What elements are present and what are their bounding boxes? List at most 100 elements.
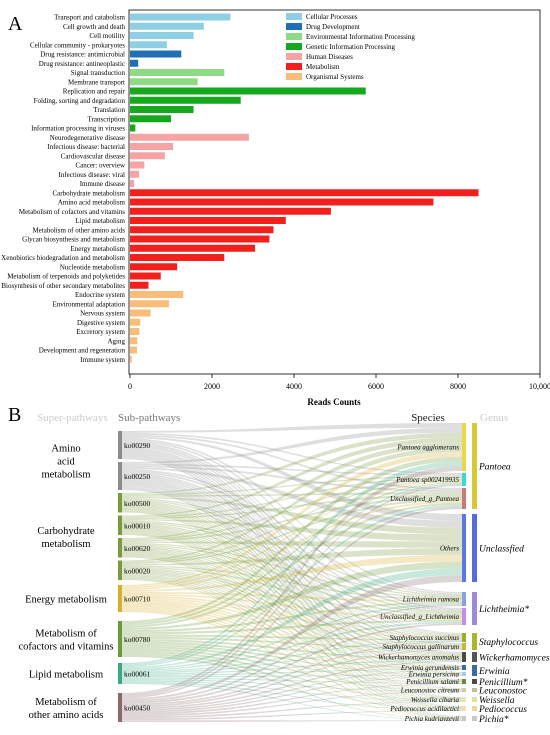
x-tick-label: 2000 <box>204 382 220 391</box>
flow-ko00010-erwinia-persicina <box>122 527 462 674</box>
flow-ko00710-weissella-cibaria <box>122 606 462 701</box>
flow-ko00290-pichia-kudriavzevii <box>122 457 462 717</box>
bar-translation <box>130 106 194 113</box>
flow-ko00500-erwinia-persicina <box>122 505 462 674</box>
flow-ko00010-pantoea-agglomerans <box>122 437 462 517</box>
flow-ko00710-penicillium-salami <box>122 603 462 683</box>
flow-ko00010-leuconostoc-citreum <box>122 530 462 690</box>
subpathway-node-ko00061 <box>118 663 122 684</box>
flow-ko00710-pediococcus-acidilactici <box>122 608 462 710</box>
species-node-pantoea-agglomerans <box>462 423 466 471</box>
flow-ko00620-staphylococcus-gallinarum <box>122 546 462 647</box>
flow-ko00620-erwinia-gerundensis <box>122 548 462 668</box>
x-axis: 0 2000 4000 6000 8000 10,000 <box>128 374 550 391</box>
flow-ko00780-lichtheimia-ramosa <box>122 601 462 633</box>
bar-immune-disease <box>130 180 135 187</box>
species-node-erwinia-gerundensis <box>462 665 466 670</box>
subpathway-node-ko00780 <box>118 621 122 657</box>
species-node-leuconostoc-citreum <box>462 688 466 692</box>
genus-label-penicillium: Penicillium* <box>478 678 528 688</box>
species-label-pantoea-sp002419935: Pantoea sp002419935 <box>395 476 459 484</box>
col-header-genus: Genus <box>480 412 508 424</box>
flow-ko00020-leuconostoc-citreum <box>122 575 462 691</box>
flow-ko00450-staphylococcus-succinus <box>122 641 462 706</box>
flow-ko00500-erwinia-gerundensis <box>122 503 462 667</box>
genus-label-pantoea: Pantoea <box>478 463 511 473</box>
flow-ko00620-pantoea-sp002419935 <box>122 478 462 541</box>
flow-ko00250-pediococcus-acidilactici <box>122 486 462 707</box>
flow-ko00620-weissella-cibaria <box>122 553 462 700</box>
x-tick-label: 8000 <box>450 382 466 391</box>
category-label-signal-transduction: Signal transduction <box>71 69 126 77</box>
category-label-metabolism-of-other-amino-acids: Metabolism of other amino acids <box>32 226 125 234</box>
bar-amino-acid-metabolism <box>130 198 434 206</box>
legend-swatch-metabolism <box>286 63 302 70</box>
flow-ko00500-pantoea-agglomerans <box>122 432 462 495</box>
genus-label-pichia: Pichia* <box>478 715 509 725</box>
subpathway-label-ko00250: ko00250 <box>124 472 151 481</box>
flow-ko00250-staphylococcus-gallinarum <box>122 474 462 645</box>
bar-cell-motility <box>130 32 194 39</box>
flow-ko00250-pantoea-agglomerans <box>122 427 462 464</box>
bar-development-and-regeneration <box>130 346 137 354</box>
genus-node-pediococcus <box>472 706 477 711</box>
flow-ko00710-unclassified-g-lichtheimia <box>122 593 462 620</box>
flow-ko00500-others <box>122 496 462 535</box>
x-tick-label: 10,000 <box>529 382 550 391</box>
flow-ko00061-erwinia-persicina <box>122 675 462 678</box>
flow-ko00780-erwinia-persicina <box>122 643 462 676</box>
category-label-carbohydrate-metabolism: Carbohydrate metabolism <box>52 189 125 197</box>
subpathway-node-ko00250 <box>118 462 122 490</box>
col-header-subpathways: Sub-pathways <box>118 412 180 424</box>
flow-ko00500-pichia-kudriavzevii <box>122 511 462 718</box>
bar-metabolism-of-other-amino-acids <box>130 226 274 234</box>
flow-ko00061-staphylococcus-gallinarum <box>122 648 462 674</box>
genus-label-lichtheimia: Lichtheimia* <box>478 605 529 615</box>
flow-ko00500-wickerhamomyces-anomalus <box>122 502 462 655</box>
flow-ko00250-staphylococcus-succinus <box>122 472 462 635</box>
flow-ko00290-weissella-cibaria <box>122 453 462 698</box>
flow-ko00710-wickerhamomyces-anomalus <box>122 598 462 659</box>
flow-ko00710-erwinia-persicina <box>122 601 462 675</box>
flow-ko00450-staphylococcus-gallinarum <box>122 649 462 708</box>
species-label-pichia-kudriavzevii: Pichia kudriavzevii <box>404 715 459 723</box>
flow-ko00500-staphylococcus-succinus <box>122 500 462 636</box>
subpathway-label-ko00010: ko00010 <box>124 521 151 530</box>
flow-ko00250-penicillium-salami <box>122 481 462 680</box>
sankey-flows <box>122 423 462 722</box>
category-label-drug-resistance-antineoplastic: Drug resistance: antineoplastic <box>39 60 125 68</box>
flow-ko00010-others <box>122 519 462 542</box>
flow-ko00250-lichtheimia-ramosa <box>122 469 462 595</box>
category-label-excretory-system: Excretory system <box>76 328 125 336</box>
genus-node-unclassfied <box>472 514 477 582</box>
sankey-nodes: Amino acid metabolism Carbohydrate metabolis… <box>18 423 550 725</box>
subpathway-label-ko00020: ko00020 <box>124 566 151 575</box>
species-node-others <box>462 514 466 582</box>
category-label-development-and-regeneration: Development and regeneration <box>39 347 126 355</box>
genus-node-leuconostoc <box>472 688 477 692</box>
subpathway-label-ko00500: ko00500 <box>124 499 151 508</box>
species-node-lichtheimia-ramosa <box>462 592 466 606</box>
flow-ko00780-pantoea-agglomerans <box>122 456 462 624</box>
bar-transcription <box>130 115 171 123</box>
species-node-pediococcus-acidilactici <box>462 706 466 711</box>
category-label-immune-system: Immune system <box>80 356 125 364</box>
flow-ko00061-unclassified-g-pantoea <box>122 504 462 667</box>
panel-a-label: A <box>8 13 23 35</box>
flow-ko00620-pichia-kudriavzevii <box>122 556 462 719</box>
flow-ko00290-erwinia-persicina <box>122 448 462 673</box>
flow-ko00500-penicillium-salami <box>122 506 462 681</box>
flow-ko00020-erwinia-persicina <box>122 572 462 675</box>
bar-signal-transduction <box>130 69 225 76</box>
flow-ko00061-others <box>122 568 462 669</box>
flow-ko00500-lichtheimia-ramosa <box>122 497 462 597</box>
flow-ko00710-pantoea-sp002419935 <box>122 480 462 589</box>
category-label-environmental-adaptation: Environmental adaptation <box>52 300 125 308</box>
bar-drug-resistance-antimicrobial <box>130 50 182 58</box>
bar-folding-sorting-and-degradation <box>130 96 241 104</box>
flow-ko00780-wickerhamomyces-anomalus <box>122 639 462 660</box>
species-node-penicillium-salami <box>462 679 466 684</box>
x-tick-label: 4000 <box>286 382 302 391</box>
subpathway-label-ko00620: ko00620 <box>124 544 151 553</box>
superpathway-label-carbohydrate-metabolism: Carbohydrate <box>37 526 94 537</box>
